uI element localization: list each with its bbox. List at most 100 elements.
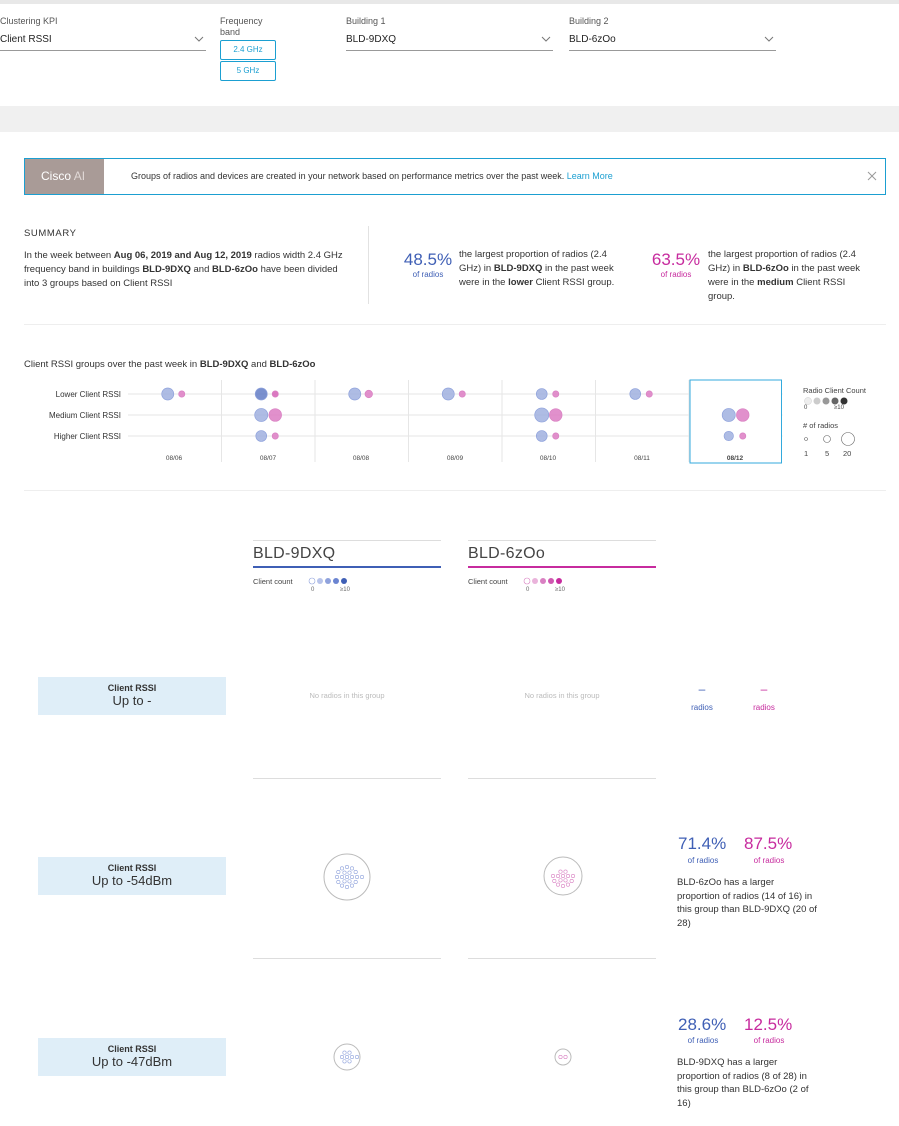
stat1-pct-block: 48.5% of radios [398,250,458,279]
chevron-down-icon [541,36,551,42]
row-label-higher: Higher Client RSSI [53,432,121,441]
row-label-medium: Medium Client RSSI [48,411,121,420]
legend-count-max: ≥10 [834,405,844,411]
date-label-0807: 08/07 [259,455,277,462]
kpi-value: Client RSSI [0,34,52,45]
bubble-b2 [645,390,653,398]
group2-b1-dots [335,865,364,889]
date-label-0808: 08/08 [352,455,370,462]
radio-dot [342,1059,347,1064]
group1-value: Up to - [112,693,152,708]
bubble-b2 [739,432,747,440]
radio-dot [558,878,563,883]
building1-filter[interactable]: Building 1 BLD-9DXQ [346,16,553,51]
group3-sub2: of radios [753,1036,785,1045]
stat1-t1: the largest proportion of radios (2.4 GH… [459,249,607,274]
group3-pct1: 28.6% [678,1015,727,1034]
legend-size-title: # of radios [803,421,839,430]
stat1-b2: lower [508,277,533,288]
summary-divider [368,226,369,304]
group2-b2-bubble [543,856,583,896]
legend-size-scale [804,432,855,446]
section-separator [0,106,899,132]
summary-building2: BLD-6zOo [212,264,258,275]
date-label-0809: 08/09 [446,455,464,462]
radio-dot [563,869,568,874]
kpi-select[interactable]: Client RSSI [0,33,206,51]
radio-dot [344,884,349,889]
group3-b1-bubble [333,1043,361,1071]
radio-dot [342,870,347,875]
radio-dot [353,869,358,874]
bubble-b2 [549,408,563,422]
radio-dot [563,1055,568,1060]
group2-pct1: 71.4% [678,834,727,853]
legend-size-1: 1 [804,449,809,458]
radio-dot [349,1055,354,1060]
radio-dot [563,878,568,883]
radio-dot [349,866,354,871]
building1-value: BLD-9DXQ [346,34,397,45]
ai-tag-text: AI [73,169,86,183]
chart-title-mid: and [248,359,270,370]
group2-sub1: of radios [687,856,719,865]
band-filter: Frequency band [220,16,280,38]
row-label-lower: Lower Client RSSI [55,390,121,399]
band-5ghz-button[interactable]: 5 GHz [220,61,276,81]
banner-text: Groups of radios and devices are created… [131,171,565,181]
radio-dot [565,882,570,887]
divider [24,490,886,491]
radio-dot [354,874,359,879]
bubble-b2 [736,408,750,422]
legend-count-title: Radio Client Count [803,386,866,395]
cisco-ai-tag: Cisco AI [25,159,104,194]
band-2-4ghz-button[interactable]: 2.4 GHz [220,40,276,60]
chart-grid [128,380,783,462]
legend-count-scale [804,397,848,405]
date-label-0812[interactable]: 08/12 [726,455,744,462]
building1-client-count-label: Client count [253,577,293,586]
radio-dot [558,869,563,874]
bubble-b1 [535,388,548,400]
group1-pct2: – [760,682,768,696]
stat1-sub: of radios [412,270,444,279]
bubble-b1 [255,430,268,442]
bubble-b1 [254,408,269,422]
radio-dot [555,873,560,878]
building2-client-count-label: Client count [468,577,508,586]
stat2-b2: medium [757,277,794,288]
group3-b1-dots [340,1050,359,1064]
bubble-b2 [271,390,279,398]
group-label-3: Client RSSI Up to -47dBm [38,1038,226,1076]
building2-value: BLD-6zOo [569,34,616,45]
selected-day-highlight [689,379,782,464]
radio-dot [345,1055,350,1060]
building2-count-min: 0 [526,587,530,593]
close-icon[interactable] [867,171,877,181]
bubble-b2 [364,389,373,399]
chevron-down-icon [764,36,774,42]
divider [24,324,886,325]
radio-dot [555,882,560,887]
chart-title-b2: BLD-6zOo [269,359,316,370]
building2-filter[interactable]: Building 2 BLD-6zOo [569,16,776,51]
stat2-t2: in the past week were in the [708,263,861,288]
kpi-filter[interactable]: Clustering KPI Client RSSI [0,16,206,51]
building2-select[interactable]: BLD-6zOo [569,33,776,51]
group1-b1-rule [253,778,441,779]
radio-dot [551,873,556,878]
group1-b1-empty: No radios in this group [309,691,385,700]
radio-dot [339,874,344,879]
building1-select[interactable]: BLD-9DXQ [346,33,553,51]
chart-title-b1: BLD-9DXQ [199,359,249,370]
radio-dot [339,866,344,871]
radio-dot [569,878,574,883]
group3-b2-bubble [554,1048,572,1066]
building1-count-max: ≥10 [340,587,350,593]
group2-description: BLD-6zOo has a larger proportion of radi… [677,877,817,929]
group2-b1-bubble [323,853,371,901]
learn-more-link[interactable]: Learn More [566,171,613,181]
stat2-sub: of radios [660,270,692,279]
stat2-pct: 63.5% [651,250,701,269]
building1-count-min: 0 [311,587,315,593]
